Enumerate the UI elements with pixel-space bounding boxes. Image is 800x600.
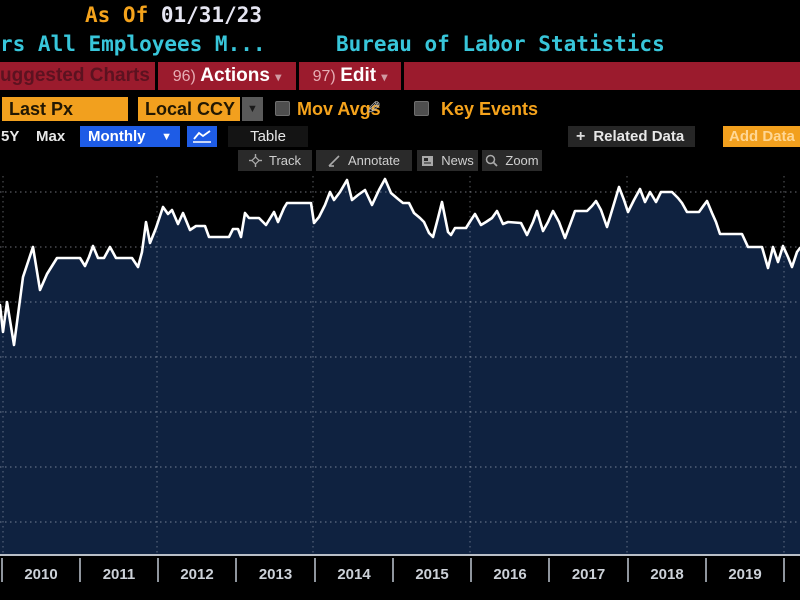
menu-bar: uggested Charts 96) Actions ▾ 97) Edit ▾ [0, 62, 800, 90]
x-axis-tick [627, 558, 629, 582]
menu-divider [155, 62, 158, 90]
mov-avgs-label: Mov Avgs [297, 99, 381, 119]
x-axis-year-label: 2018 [650, 566, 684, 583]
chart-type-button[interactable] [187, 126, 217, 147]
x-axis-year-label: 2014 [337, 566, 371, 583]
edit-button[interactable]: 97) Edit ▾ [312, 65, 388, 86]
x-axis: 2010 2011 2012 2013 2014 2015 2016 2017 2018 2019 [0, 554, 800, 600]
payrolls-line-chart[interactable] [0, 176, 800, 556]
magnifier-icon [486, 154, 499, 167]
actions-button[interactable]: 96) Actions ▾ [172, 65, 282, 86]
x-axis-year-label: 2013 [258, 566, 293, 583]
caret-down-icon: ▾ [381, 70, 388, 84]
data-source-title: Bureau of Labor Statistics [336, 32, 665, 56]
x-axis-year-label: 2011 [102, 566, 136, 583]
menu-divider [401, 62, 404, 90]
x-axis-tick [705, 558, 707, 582]
x-axis-year-label: 2017 [571, 566, 606, 583]
mov-avgs-checkbox[interactable] [275, 101, 290, 116]
x-axis-year-label: 2012 [180, 566, 214, 583]
plus-icon: + [576, 127, 586, 145]
edit-shortcut: 97) [312, 68, 341, 85]
x-axis-tick [79, 558, 81, 582]
x-axis-tick [470, 558, 472, 582]
x-axis-tick [783, 558, 785, 582]
x-axis-tick [235, 558, 237, 582]
annotate-button[interactable]: Annotate [316, 150, 412, 171]
related-data-button[interactable]: + Related Data [568, 126, 695, 147]
track-button[interactable]: Track [238, 150, 312, 171]
key-events-label: Key Events [441, 99, 539, 119]
security-title: rs All Employees M... [0, 32, 266, 56]
x-axis-tick [157, 558, 159, 582]
x-axis-tick [548, 558, 550, 582]
range-5y-button[interactable]: 5Y [1, 128, 20, 145]
x-axis-year-label: 2016 [493, 566, 527, 583]
frequency-dropdown[interactable]: Monthly ▼ [80, 126, 180, 147]
x-axis-year-label: 2010 [24, 566, 58, 583]
actions-shortcut: 96) [172, 68, 201, 85]
table-button[interactable]: Table [228, 126, 308, 147]
annotate-pencil-icon [328, 155, 340, 167]
zoom-button[interactable]: Zoom [482, 150, 542, 171]
range-max-button[interactable]: Max [36, 128, 66, 145]
as-of-line: As Of 01/31/23 [85, 3, 262, 27]
key-events-checkbox[interactable] [414, 101, 429, 116]
x-axis-tick [1, 558, 3, 582]
x-axis-year-label: 2019 [728, 566, 762, 583]
edit-mov-avgs-pencil-icon[interactable]: ✎ [366, 98, 382, 118]
x-axis-year-label: 2015 [415, 566, 449, 583]
ccy-dropdown-button[interactable]: ▼ [242, 97, 263, 121]
as-of-date: 01/31/23 [160, 3, 263, 27]
menu-divider [296, 62, 299, 90]
last-px-field[interactable]: Last Px [2, 97, 128, 121]
news-icon [422, 155, 434, 166]
crosshair-icon [248, 154, 262, 167]
local-ccy-field[interactable]: Local CCY [138, 97, 240, 121]
suggested-charts-item[interactable]: uggested Charts [0, 65, 150, 86]
as-of-label: As Of [85, 3, 161, 27]
x-axis-tick [314, 558, 316, 582]
caret-down-icon: ▾ [275, 70, 282, 84]
line-chart-icon [193, 130, 211, 143]
news-button[interactable]: News [417, 150, 478, 171]
x-axis-tick [392, 558, 394, 582]
caret-down-icon: ▼ [161, 130, 172, 143]
add-data-field[interactable]: Add Data [723, 126, 800, 147]
